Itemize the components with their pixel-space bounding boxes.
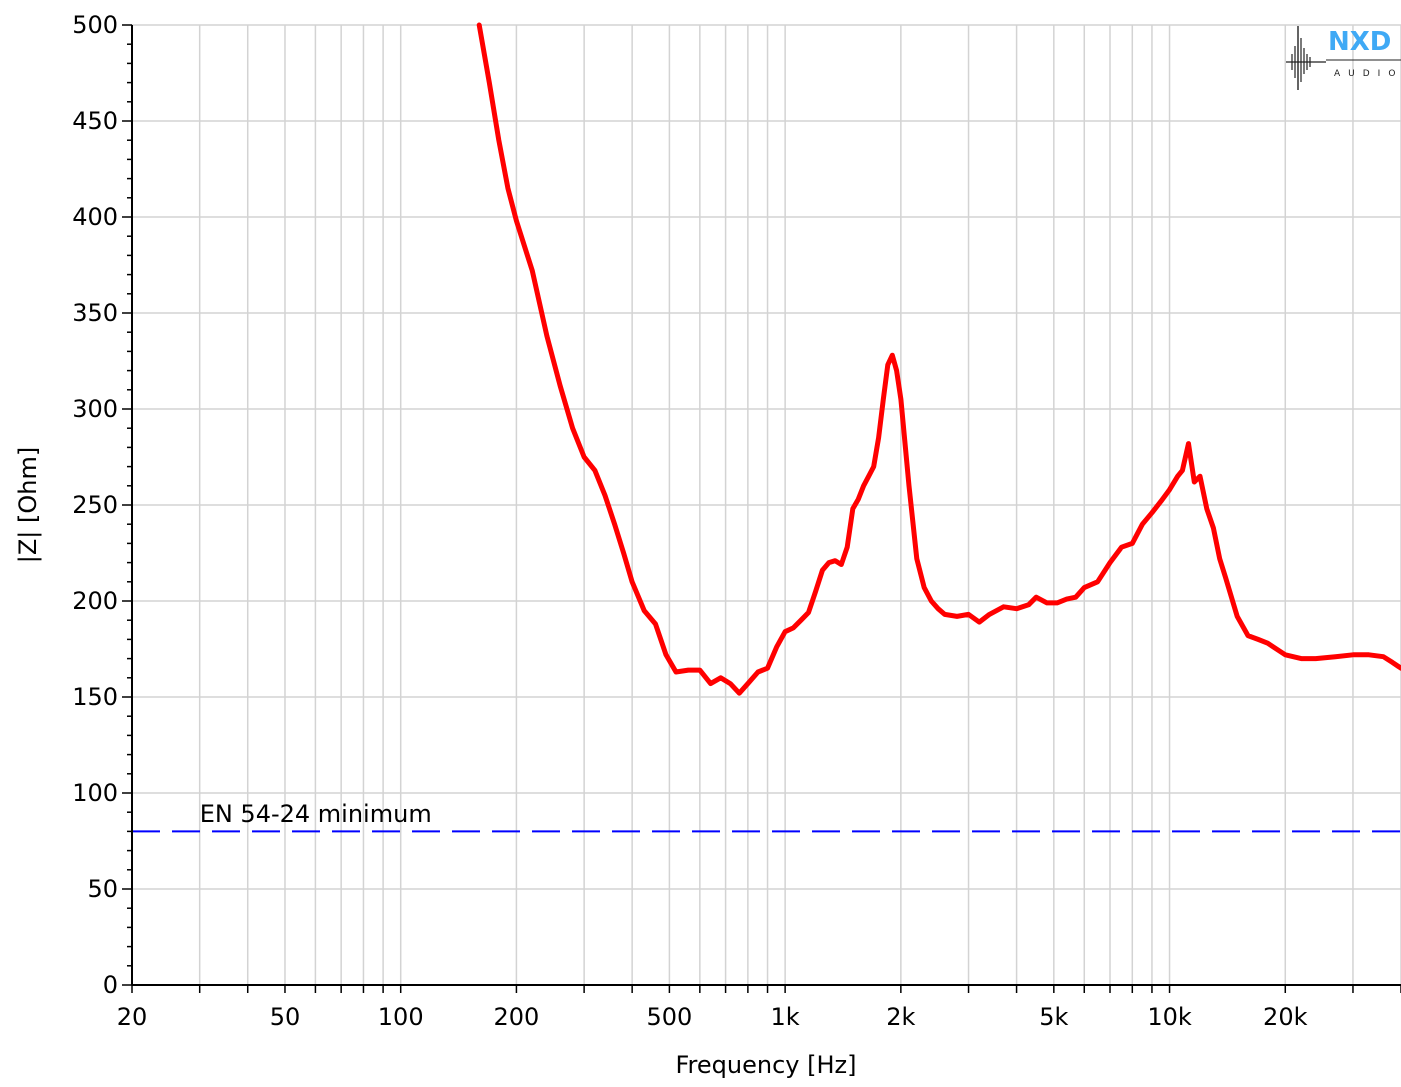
y-tick-label: 100 xyxy=(72,779,118,807)
y-tick-label: 450 xyxy=(72,107,118,135)
x-tick-label: 20 xyxy=(117,1003,148,1031)
y-tick-label: 300 xyxy=(72,395,118,423)
waveform-icon xyxy=(1286,26,1326,90)
x-tick-label: 1k xyxy=(771,1003,800,1031)
series-layer xyxy=(132,22,1401,833)
impedance-curve xyxy=(476,22,1401,696)
y-tick-label: 150 xyxy=(72,683,118,711)
y-axis-label: |Z| [Ohm] xyxy=(14,447,42,563)
y-tick-label: 50 xyxy=(87,875,118,903)
y-tick-labels: 0 50 100 150 200 250 300 350 400 450 500 xyxy=(72,11,118,999)
axes xyxy=(122,24,1401,993)
minor-gridlines xyxy=(132,24,1401,985)
x-tick-label: 5k xyxy=(1039,1003,1068,1031)
x-tick-label: 10k xyxy=(1147,1003,1192,1031)
y-tick-label: 250 xyxy=(72,491,118,519)
nxd-audio-logo: NXD AUDIO xyxy=(1286,26,1401,90)
y-tick-label: 400 xyxy=(72,203,118,231)
x-tick-label: 50 xyxy=(270,1003,301,1031)
x-axis-label: Frequency [Hz] xyxy=(676,1051,857,1079)
annotation-en54-minimum: EN 54-24 minimum xyxy=(200,800,432,828)
x-tick-label: 20k xyxy=(1263,1003,1308,1031)
y-tick-label: 200 xyxy=(72,587,118,615)
logo-subtext: AUDIO xyxy=(1334,69,1401,79)
x-tick-labels: 20 50 100 200 500 1k 2k 5k 10k 20k xyxy=(117,1003,1308,1031)
logo-text: NXD xyxy=(1328,27,1391,57)
x-tick-label: 500 xyxy=(646,1003,692,1031)
y-tick-label: 350 xyxy=(72,299,118,327)
x-tick-label: 2k xyxy=(886,1003,915,1031)
y-tick-label: 0 xyxy=(103,971,118,999)
y-tick-label: 500 xyxy=(72,11,118,39)
x-tick-label: 200 xyxy=(494,1003,540,1031)
x-tick-label: 100 xyxy=(378,1003,424,1031)
